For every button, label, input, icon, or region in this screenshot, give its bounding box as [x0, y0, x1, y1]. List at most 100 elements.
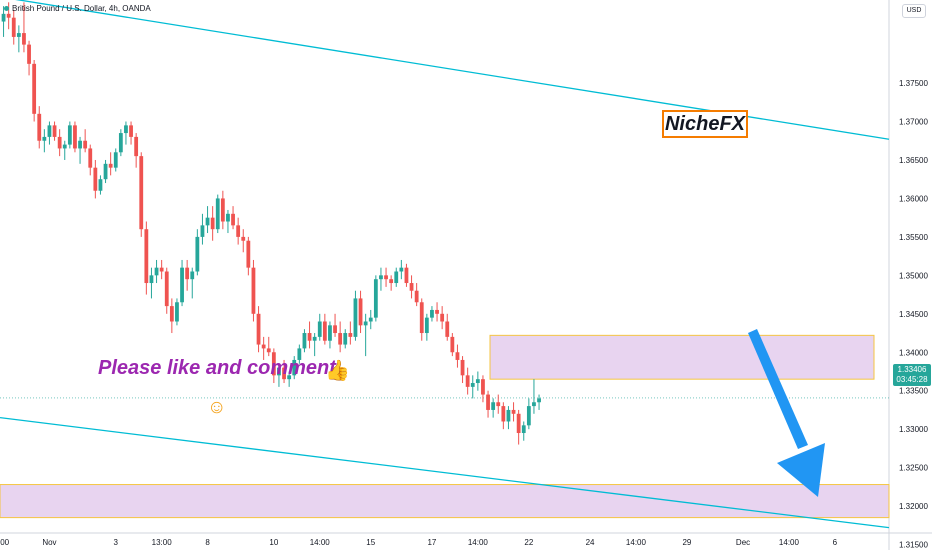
candle-body — [481, 379, 485, 395]
time-tick-label: 15 — [366, 538, 375, 547]
candle-body — [124, 125, 128, 134]
time-tick-label: 8 — [205, 538, 210, 547]
candle-body — [129, 125, 133, 137]
candle-body — [175, 302, 179, 322]
candle-body — [154, 267, 159, 276]
price-tick-label: 1.37000 — [899, 118, 928, 127]
candle-body — [169, 306, 174, 322]
time-tick-label: 14:00 — [626, 538, 647, 547]
candle-body — [424, 317, 429, 334]
candle-body — [236, 225, 241, 237]
smiley-icon: ☺ — [207, 397, 227, 418]
candle-body — [322, 321, 327, 341]
candle-body — [200, 225, 205, 237]
candle-body — [430, 309, 434, 318]
channel-upper-line — [15, 0, 890, 140]
candle-body — [516, 413, 521, 434]
candle-body — [501, 406, 506, 422]
candle-body — [93, 167, 98, 191]
candle-body — [1, 13, 6, 22]
candle-body — [52, 125, 57, 137]
candle-body — [78, 140, 82, 149]
last-price-value: 1.33406 — [897, 365, 927, 374]
candle-body — [67, 125, 72, 145]
candle-body — [57, 136, 62, 149]
candle-body — [532, 402, 536, 407]
candle-body — [379, 275, 383, 280]
candle-body — [256, 313, 261, 345]
candle-body — [62, 144, 67, 149]
market-status-dot — [4, 6, 9, 12]
down-arrow-drawing[interactable] — [748, 329, 825, 497]
candle-body — [159, 267, 164, 272]
candle-body — [292, 359, 297, 376]
candle-body — [134, 136, 139, 157]
candle-body — [312, 336, 317, 341]
candle-body — [113, 152, 118, 168]
last-price-tag: 1.33406 03:45:28 — [893, 364, 931, 386]
time-tick-label: 3 — [114, 538, 119, 547]
candle-body — [226, 213, 230, 222]
candle-body — [180, 267, 184, 303]
candle-body — [297, 348, 302, 360]
candle-body — [205, 217, 210, 226]
time-tick-label: 17 — [427, 538, 436, 547]
price-tick-label: 1.36500 — [899, 156, 928, 165]
channel-lower-line — [0, 416, 890, 529]
candle-body — [470, 383, 475, 387]
candle-body — [27, 44, 31, 64]
candle-body — [139, 156, 144, 230]
candle-body — [363, 321, 368, 326]
price-tick-label: 1.34500 — [899, 310, 928, 319]
candle-body — [399, 267, 404, 272]
candle-body — [328, 325, 332, 341]
time-axis[interactable]: :00 Nov 3 13:00 8 10 14:00 15 17 14:00 22 24 14:00 29… — [0, 538, 838, 547]
candle-body — [496, 402, 501, 407]
candle-body — [6, 13, 11, 18]
candle-body — [506, 409, 511, 422]
candle-body — [246, 240, 251, 268]
candle-body — [271, 352, 276, 376]
currency-label[interactable]: USD — [902, 4, 926, 18]
candle-body — [307, 333, 312, 341]
like-comment-text[interactable]: Please like and comment — [98, 357, 336, 379]
candle-body — [389, 279, 394, 284]
candle-body — [210, 217, 215, 230]
candle-body — [266, 348, 271, 353]
arrow-shaft — [748, 329, 808, 449]
candle-body — [98, 179, 103, 191]
candle-body — [277, 367, 281, 376]
candle-body — [185, 267, 190, 280]
candle-body — [287, 375, 292, 380]
price-tick-label: 1.33000 — [899, 425, 928, 434]
time-tick-label: 10 — [269, 538, 278, 547]
candle-body — [42, 136, 47, 141]
candle-body — [511, 409, 516, 414]
symbol-legend[interactable]: British Pound / U.S. Dollar, 4h, OANDA — [4, 4, 151, 13]
candle-body — [358, 298, 363, 326]
thumbs-up-icon: 👍 — [325, 360, 350, 382]
candle-body — [149, 275, 154, 284]
time-tick-label: 29 — [682, 538, 691, 547]
candle-body — [220, 198, 225, 222]
candle-body — [16, 33, 21, 37]
channel-lines — [0, 0, 890, 529]
price-axis[interactable]: 1.37500 1.37000 1.36500 1.36000 1.35500 1.350… — [899, 79, 928, 549]
time-tick-label: 14:00 — [310, 538, 331, 547]
symbol-title: British Pound / U.S. Dollar, 4h, OANDA — [12, 4, 151, 13]
candle-body — [261, 344, 266, 349]
brand-watermark[interactable]: NicheFX — [662, 110, 748, 138]
arrow-head — [777, 443, 825, 497]
time-tick-label: 13:00 — [152, 538, 173, 547]
candlesticks — [1, 2, 541, 445]
bar-countdown: 03:45:28 — [896, 375, 928, 384]
candle-body — [231, 213, 235, 226]
candle-body — [465, 375, 470, 387]
candle-body — [302, 333, 307, 349]
candle-body — [190, 271, 195, 280]
time-tick-label: Nov — [42, 538, 56, 547]
candle-body — [241, 236, 246, 241]
candle-body — [108, 163, 113, 168]
